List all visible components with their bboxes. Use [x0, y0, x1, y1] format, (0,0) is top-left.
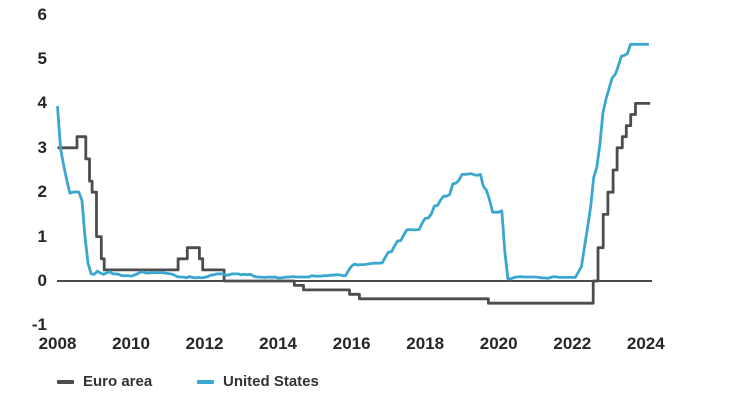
- united-states-swatch: [197, 379, 214, 385]
- y-tick-label: 2: [37, 182, 47, 202]
- legend-item-united-states: United States: [197, 372, 319, 392]
- euro-area-legend-label: Euro area: [83, 373, 153, 390]
- y-tick-label: 4: [37, 93, 47, 113]
- x-tick-label: 2010: [112, 334, 150, 353]
- x-tick-label: 2008: [38, 334, 77, 353]
- united-states-legend-label: United States: [223, 373, 319, 390]
- x-tick-label: 2022: [553, 334, 592, 353]
- x-tick-label: 2016: [332, 334, 371, 353]
- euro-area-line: [57, 102, 651, 305]
- united-states-line: [56, 42, 649, 281]
- y-tick-label: 5: [37, 49, 47, 68]
- x-tick-label: 2012: [185, 334, 224, 353]
- y-tick-label: 0: [37, 271, 47, 290]
- legend-item-euro-area: Euro area: [57, 372, 152, 392]
- y-tick-label: 1: [37, 226, 47, 246]
- y-tick-label: 6: [37, 4, 47, 24]
- x-tick-label: 2014: [259, 334, 297, 353]
- y-tick-label: 3: [37, 137, 47, 157]
- x-tick-label: 2018: [406, 334, 445, 353]
- euro-area-swatch: [57, 379, 74, 385]
- x-tick-label: 2020: [479, 334, 518, 353]
- y-tick-label: -1: [31, 315, 47, 335]
- x-tick-label: 2024: [626, 334, 665, 353]
